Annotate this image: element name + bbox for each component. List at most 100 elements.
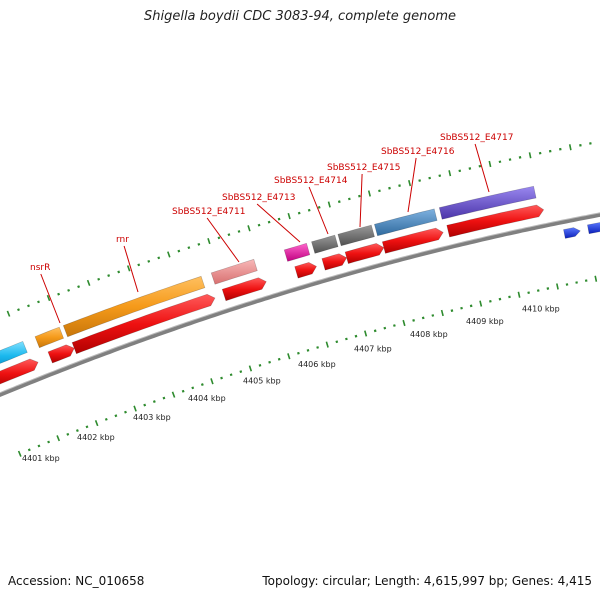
inner-scale-tick xyxy=(325,341,329,348)
inner-scale-tick xyxy=(277,357,281,361)
gene-label: SbBS512_E4717 xyxy=(440,133,513,143)
inner-scale-tick xyxy=(306,348,310,352)
outer-scale-tick xyxy=(177,249,181,253)
outer-scale-tick xyxy=(488,160,492,168)
reverse-gene-arrow xyxy=(587,222,600,235)
outer-scale-tick xyxy=(297,211,301,215)
inner-scale-tick xyxy=(489,300,492,303)
map-title: Shigella boydii CDC 3083-94, complete ge… xyxy=(143,9,457,24)
outer-scale-tick xyxy=(97,277,101,281)
inner-scale-tick xyxy=(171,391,176,398)
inner-scale-tick xyxy=(594,275,598,282)
genome-backbone xyxy=(0,212,600,398)
inner-scale-tick xyxy=(47,440,51,444)
outer-scale-tick xyxy=(207,237,211,245)
inner-scale-tick xyxy=(239,370,243,374)
inner-scale-tick xyxy=(527,291,530,294)
inner-scale-tick xyxy=(17,450,22,457)
outer-scale-tick xyxy=(147,259,151,263)
outer-scale-tick xyxy=(27,304,30,308)
inner-scale-tick xyxy=(85,425,89,429)
kbp-tick-label: 4401 kbp xyxy=(22,454,60,463)
inner-scale-tick xyxy=(460,306,463,310)
outer-scale-tick xyxy=(67,288,71,292)
outer-scale-tick xyxy=(468,167,472,170)
outer-scale-tick xyxy=(277,217,281,221)
outer-scale-tick xyxy=(46,294,51,302)
outer-scale-tick xyxy=(237,230,241,233)
inner-scale-tick xyxy=(402,319,406,327)
inner-scale-tick xyxy=(124,410,127,414)
outer-scale-tick xyxy=(528,152,532,159)
outer-scale-tick xyxy=(458,169,462,173)
inner-scale-tick xyxy=(229,373,233,377)
inner-scale-tick xyxy=(104,417,108,421)
kbp-tick-label: 4407 kbp xyxy=(354,345,392,354)
inner-scale-tick xyxy=(354,334,358,338)
inner-scale-tick xyxy=(258,363,262,367)
topology-text: Topology: circular; Length: 4,615,997 bp… xyxy=(262,574,592,588)
inner-scale-tick xyxy=(56,435,61,442)
inner-scale-tick xyxy=(364,330,368,337)
gene-feature-cyan xyxy=(0,341,28,364)
cds-arrow xyxy=(294,262,317,279)
inner-scale-tick xyxy=(66,432,70,436)
inner-scale-tick xyxy=(450,309,454,312)
kbp-tick-label: 4410 kbp xyxy=(522,305,560,314)
inner-scale-tick xyxy=(162,396,166,400)
inner-scale-tick xyxy=(114,414,118,418)
inner-scale-tick xyxy=(421,316,425,320)
cds-arrow xyxy=(381,227,444,254)
gene-feature-SbBS512_E4717 xyxy=(438,185,537,220)
outer-scale-tick xyxy=(197,242,201,246)
kbp-tick-label: 4404 kbp xyxy=(188,394,226,403)
outer-scale-tick xyxy=(227,233,231,237)
inner-scale-tick xyxy=(200,383,204,386)
gene-feature-SbBS512_E4716 xyxy=(374,208,438,237)
outer-scale-tick xyxy=(17,308,20,312)
inner-scale-tick xyxy=(517,291,521,298)
outer-scale-tick xyxy=(518,156,522,159)
gene-feature-SbBS512_E4715 xyxy=(337,224,375,247)
inner-scale-tick xyxy=(431,314,435,317)
outer-scale-tick xyxy=(77,285,81,289)
cds-arrow xyxy=(446,204,545,238)
inner-scale-tick xyxy=(143,403,147,407)
outer-scale-tick xyxy=(327,201,331,208)
gene-label: rnr xyxy=(116,235,129,245)
inner-scale-tick xyxy=(440,309,444,317)
cds-arrow xyxy=(47,344,75,364)
outer-scale-tick xyxy=(126,265,131,272)
outer-scale-tick xyxy=(438,174,442,177)
gene-label: SbBS512_E4714 xyxy=(274,176,348,186)
leader-line xyxy=(407,157,417,213)
inner-scale-tick xyxy=(316,346,319,349)
outer-scale-tick xyxy=(478,164,482,168)
outer-scale-tick xyxy=(6,310,11,317)
outer-scale-tick xyxy=(267,220,271,224)
leader-line xyxy=(256,203,301,243)
outer-scale-tick xyxy=(538,151,542,155)
inner-scale-tick xyxy=(94,420,99,427)
outer-scale-tick xyxy=(568,144,572,151)
kbp-tick-label: 4409 kbp xyxy=(466,317,504,326)
kbp-tick-label: 4402 kbp xyxy=(77,433,115,442)
gene-label: SbBS512_E4713 xyxy=(222,193,295,203)
inner-scale-tick xyxy=(181,389,185,393)
leader-line xyxy=(123,245,139,293)
outer-scale-tick xyxy=(508,158,512,161)
gene-feature-SbBS512_E4713 xyxy=(283,242,311,262)
inner-scale-tick xyxy=(210,378,214,385)
outer-scale-tick xyxy=(378,189,381,193)
inner-scale-tick xyxy=(133,405,137,412)
inner-scale-tick xyxy=(248,365,253,372)
gene-label: SbBS512_E4716 xyxy=(381,147,455,157)
outer-scale-tick xyxy=(187,246,191,250)
gene-feature-rnr xyxy=(62,275,206,338)
kbp-tick-label: 4403 kbp xyxy=(133,413,171,422)
outer-scale-tick xyxy=(408,179,412,187)
cds-arrow xyxy=(344,243,385,264)
inner-scale-tick xyxy=(152,400,156,403)
gene-feature-SbBS512_E4714 xyxy=(311,234,339,254)
